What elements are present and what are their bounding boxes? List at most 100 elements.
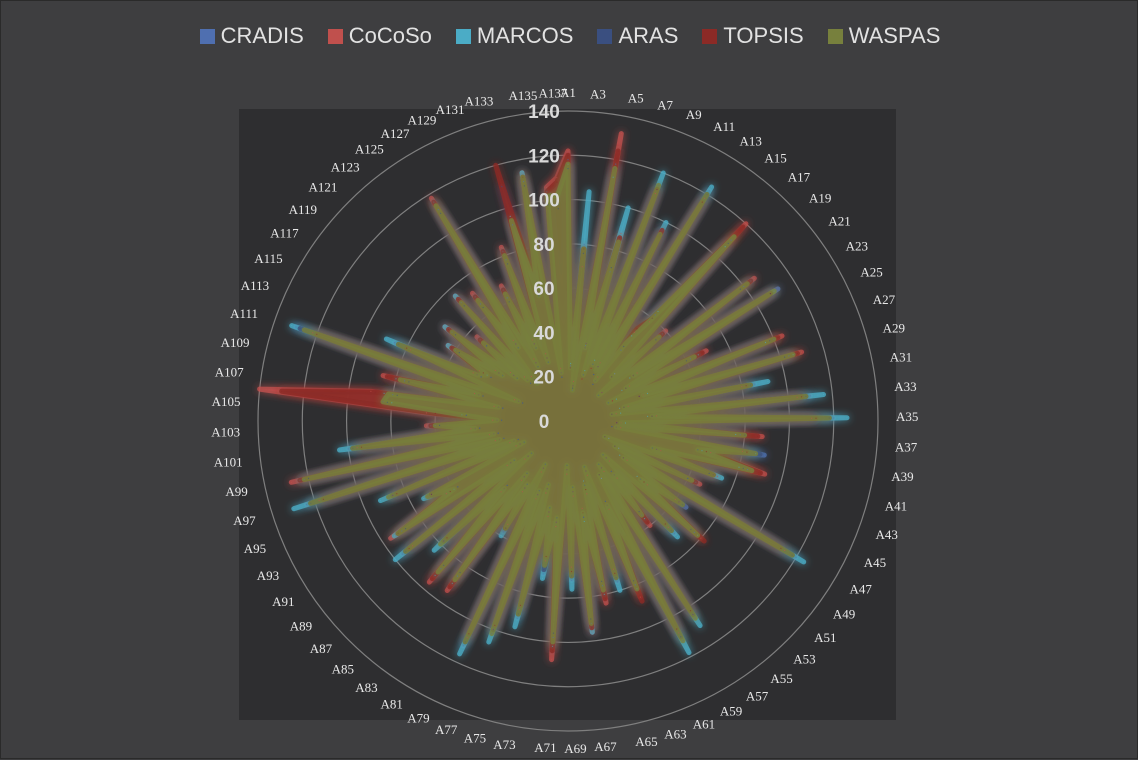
data-point-marcos: [711, 186, 713, 188]
data-point-cocoso: [674, 498, 676, 500]
data-point-cocoso: [781, 335, 783, 337]
data-point-aras: [685, 360, 688, 362]
data-point-waspas: [706, 193, 708, 196]
data-point-waspas: [594, 380, 597, 382]
data-point-cradis: [654, 314, 656, 316]
data-point-waspas: [614, 167, 616, 170]
data-point-cradis: [788, 355, 790, 357]
data-point-topsis: [664, 523, 666, 525]
data-point-topsis: [745, 385, 747, 387]
category-label: A9: [686, 107, 702, 122]
data-point-topsis: [498, 372, 500, 374]
data-point-waspas: [399, 379, 401, 381]
data-point-cocoso: [476, 336, 478, 338]
data-point-topsis: [705, 451, 708, 453]
data-point-topsis: [567, 154, 569, 156]
data-point-topsis: [585, 489, 587, 491]
series-waspas: [301, 161, 832, 645]
data-point-waspas: [749, 384, 752, 386]
data-point-aras: [638, 511, 640, 513]
data-point-cocoso: [370, 390, 372, 392]
data-point-marcos: [618, 447, 620, 449]
data-point-topsis: [519, 604, 522, 607]
data-point-cradis: [601, 585, 604, 587]
data-point-topsis: [546, 357, 548, 359]
data-point-cradis: [557, 199, 559, 201]
data-point-aras: [497, 432, 499, 434]
data-point-aras: [501, 419, 503, 421]
data-point-cradis: [747, 468, 749, 471]
data-point-cradis: [685, 506, 687, 508]
legend-item-cradis: CRADIS: [199, 23, 304, 49]
category-label: A83: [355, 680, 377, 695]
data-point-aras: [490, 376, 492, 378]
data-point-cradis: [516, 617, 518, 619]
data-point-cocoso: [620, 427, 622, 429]
data-point-cradis: [392, 394, 394, 396]
category-label: A129: [408, 113, 437, 128]
data-point-marcos: [621, 389, 623, 391]
data-point-topsis: [495, 164, 497, 166]
data-point-cocoso: [586, 474, 589, 476]
data-point-waspas: [405, 550, 407, 552]
data-point-topsis: [701, 201, 703, 203]
legend-label: ARAS: [618, 23, 679, 48]
category-label: A37: [895, 439, 918, 454]
data-point-marcos: [385, 338, 387, 340]
data-point-waspas: [434, 425, 436, 427]
category-label: A19: [809, 191, 831, 206]
category-label: A73: [493, 737, 515, 752]
data-point-cradis: [615, 163, 617, 165]
data-point-marcos: [701, 450, 703, 452]
data-point-marcos: [454, 295, 456, 297]
data-point-waspas: [499, 438, 501, 441]
category-label: A69: [564, 741, 586, 756]
legend-item-aras: ARAS: [597, 23, 678, 49]
data-point-aras: [592, 383, 594, 385]
legend-label: TOPSIS: [723, 23, 804, 48]
data-point-aras: [479, 427, 481, 429]
data-point-waspas: [535, 347, 537, 349]
data-point-waspas: [615, 577, 617, 579]
data-point-topsis: [746, 451, 748, 453]
data-point-cocoso: [500, 246, 502, 248]
data-point-cradis: [730, 239, 732, 241]
data-point-marcos: [764, 341, 767, 344]
data-point-topsis: [299, 479, 301, 481]
data-point-cocoso: [509, 442, 511, 444]
data-point-marcos: [619, 454, 621, 456]
category-label: A59: [720, 704, 742, 719]
data-point-cradis: [571, 579, 573, 582]
data-point-waspas: [547, 361, 550, 363]
data-point-cocoso: [428, 581, 430, 583]
data-point-cradis: [462, 645, 464, 647]
data-point-cocoso: [796, 396, 798, 398]
data-point-cocoso: [290, 481, 292, 483]
data-point-cocoso: [430, 197, 432, 199]
data-point-waspas: [397, 343, 400, 345]
data-point-cocoso: [478, 370, 480, 372]
data-point-cradis: [689, 358, 692, 360]
data-point-cocoso: [608, 460, 611, 462]
data-point-topsis: [656, 448, 658, 450]
tick-label: 20: [533, 368, 554, 389]
data-point-waspas: [517, 347, 519, 349]
data-point-cocoso: [390, 537, 392, 539]
data-point-cocoso: [649, 524, 651, 527]
data-point-aras: [459, 571, 461, 574]
data-point-cocoso: [556, 177, 558, 179]
data-point-waspas: [387, 393, 389, 395]
data-point-waspas: [526, 483, 528, 485]
data-point-cocoso: [425, 412, 428, 414]
data-point-aras: [690, 528, 692, 530]
data-point-waspas: [606, 504, 608, 506]
data-point-waspas: [497, 406, 500, 408]
data-point-topsis: [515, 343, 517, 345]
data-point-cocoso: [523, 376, 526, 378]
category-label: A65: [635, 734, 657, 749]
data-point-marcos: [738, 466, 740, 468]
data-point-aras: [557, 208, 559, 210]
category-label: A55: [770, 671, 792, 686]
data-point-cocoso: [639, 596, 642, 598]
data-point-cradis: [437, 209, 439, 211]
